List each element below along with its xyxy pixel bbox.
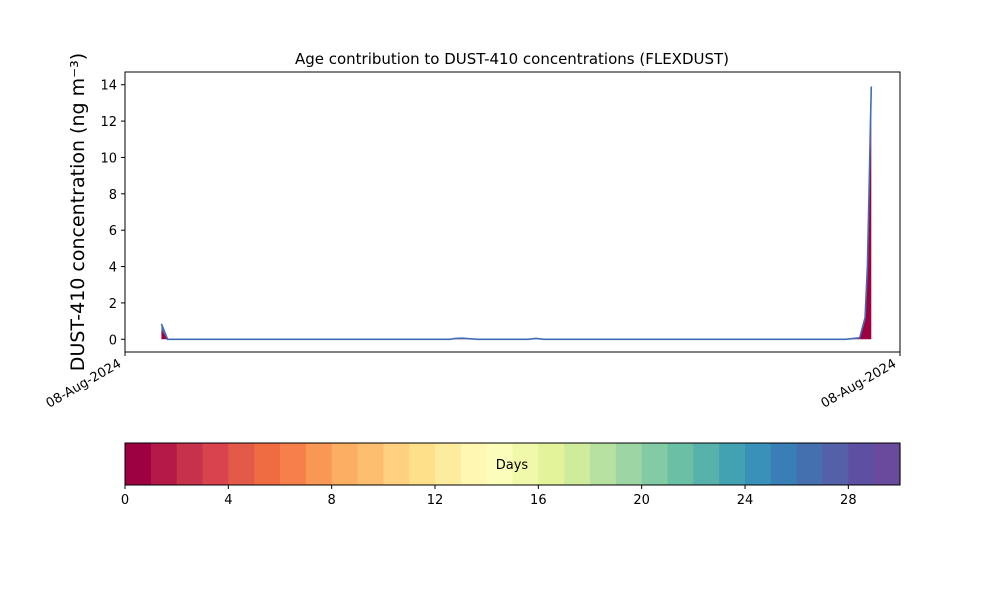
colorbar-frame xyxy=(124,442,901,486)
chart-title: Age contribution to DUST-410 concentrati… xyxy=(295,50,729,68)
x-tick-label: 08-Aug-2024 xyxy=(819,356,899,411)
colorbar xyxy=(125,443,901,485)
plot-areas xyxy=(160,86,873,341)
colorbar-cell xyxy=(719,443,746,485)
colorbar-cell xyxy=(770,443,798,485)
colorbar-cell xyxy=(202,443,229,485)
y-tick-label: 4 xyxy=(109,261,117,276)
colorbar-cell xyxy=(435,443,462,485)
y-tick-label: 12 xyxy=(100,115,117,130)
x-axis-ticks: 08-Aug-2024 08-Aug-2024 xyxy=(44,352,901,412)
total-line xyxy=(160,86,873,341)
colorbar-tick-label: 24 xyxy=(737,493,754,508)
colorbar-cell xyxy=(745,443,772,485)
colorbar-cell xyxy=(641,443,669,485)
colorbar-cell xyxy=(848,443,875,485)
colorbar-tick-label: 20 xyxy=(633,493,650,508)
colorbar-tick-label: 8 xyxy=(328,493,336,508)
colorbar-tick-label: 12 xyxy=(427,493,444,508)
y-tick-label: 0 xyxy=(109,333,117,348)
colorbar-cell xyxy=(796,443,824,485)
colorbar-cell xyxy=(409,443,436,485)
area-series-old-age xyxy=(161,86,872,340)
colorbar-label: Days xyxy=(496,458,529,473)
plot-frame xyxy=(124,71,901,353)
colorbar-cell xyxy=(228,443,255,485)
colorbar-cell xyxy=(460,443,488,485)
colorbar-cell xyxy=(564,443,591,485)
y-tick-label: 14 xyxy=(100,79,117,94)
colorbar-cell xyxy=(590,443,617,485)
area-series-young-age xyxy=(161,119,872,340)
y-axis-label: DUST-410 concentration (ng m⁻³) xyxy=(67,53,89,371)
colorbar-cell xyxy=(254,443,281,485)
colorbar-cell xyxy=(176,443,204,485)
colorbar-cell xyxy=(693,443,720,485)
colorbar-cell xyxy=(486,443,514,485)
colorbar-ticks: 0 4 8 12 16 20 24 28 xyxy=(121,485,857,508)
y-tick-label: 6 xyxy=(109,224,117,239)
colorbar-tick-label: 16 xyxy=(530,493,547,508)
colorbar-tick-label: 28 xyxy=(840,493,857,508)
colorbar-tick-label: 4 xyxy=(224,493,232,508)
colorbar-cell xyxy=(357,443,384,485)
colorbar-cell xyxy=(512,443,539,485)
colorbar-cell xyxy=(280,443,307,485)
y-tick-label: 8 xyxy=(109,188,117,203)
colorbar-cell xyxy=(331,443,359,485)
colorbar-cell xyxy=(538,443,565,485)
colorbar-cell xyxy=(305,443,333,485)
colorbar-cell xyxy=(874,443,901,485)
colorbar-cell xyxy=(125,443,152,485)
colorbar-tick-label: 0 xyxy=(121,493,129,508)
colorbar-cell xyxy=(667,443,694,485)
y-tick-label: 10 xyxy=(100,151,117,166)
y-axis-ticks: 0 2 4 6 8 10 12 14 xyxy=(100,79,125,348)
colorbar-cell xyxy=(615,443,643,485)
colorbar-cell xyxy=(150,443,178,485)
colorbar-cell xyxy=(383,443,410,485)
colorbar-cell xyxy=(822,443,849,485)
y-tick-label: 2 xyxy=(109,297,117,312)
